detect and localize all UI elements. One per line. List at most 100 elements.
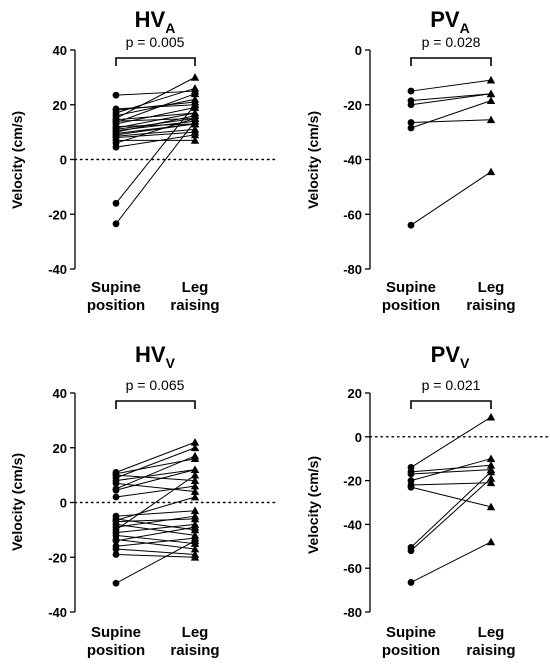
panel-pv-a: PVA Velocity (cm/s) p = 0.028 0 -20 -40 -60… bbox=[305, 7, 516, 314]
leg-raising-point bbox=[486, 537, 496, 546]
y-tick-label: 40 bbox=[53, 43, 67, 58]
leg-raising-point bbox=[486, 115, 496, 124]
pair-line bbox=[115, 523, 196, 534]
pair-line bbox=[115, 134, 196, 148]
pair-line bbox=[115, 117, 196, 144]
significance-bracket bbox=[410, 400, 492, 409]
x-category-leg: Leg raising bbox=[170, 279, 219, 314]
supine-point bbox=[112, 143, 120, 151]
y-tick-label: -20 bbox=[48, 550, 67, 565]
pair-line bbox=[115, 548, 196, 556]
panel-pv-v: PVV Velocity (cm/s) p = 0.021 20 0 -20 -40 -… bbox=[305, 342, 550, 659]
pair-line bbox=[115, 123, 196, 128]
pair-line bbox=[410, 416, 492, 468]
p-value-label: p = 0.065 bbox=[126, 377, 185, 393]
p-value-label: p = 0.028 bbox=[422, 34, 481, 50]
supine-point bbox=[407, 579, 415, 586]
y-tick-label: -40 bbox=[343, 517, 362, 532]
y-tick-label: -80 bbox=[343, 262, 362, 277]
leg-raising-point bbox=[190, 443, 200, 452]
x-category-supine: Supine position bbox=[382, 279, 440, 314]
leg-raising-point bbox=[190, 536, 200, 545]
pair-line bbox=[410, 471, 492, 548]
supine-point bbox=[112, 545, 120, 553]
pair-line bbox=[115, 474, 196, 531]
pair-line bbox=[410, 486, 492, 508]
pair-line bbox=[115, 554, 196, 558]
x-category-supine: Supine position bbox=[87, 624, 145, 659]
supine-point bbox=[112, 220, 120, 228]
supine-point bbox=[112, 91, 120, 99]
pair-line bbox=[115, 441, 196, 473]
leg-raising-point bbox=[486, 167, 496, 176]
y-axis-label: Velocity (cm/s) bbox=[9, 453, 25, 551]
supine-point bbox=[407, 483, 415, 491]
leg-raising-point bbox=[190, 553, 200, 561]
leg-raising-point bbox=[190, 95, 200, 103]
y-tick-label: -60 bbox=[343, 561, 362, 576]
supine-point bbox=[112, 479, 120, 487]
x-category-supine: Supine position bbox=[87, 279, 145, 314]
pair-line bbox=[115, 455, 196, 490]
leg-raising-point bbox=[486, 467, 496, 476]
supine-point bbox=[112, 551, 120, 558]
leg-raising-point bbox=[486, 474, 496, 482]
leg-raising-point bbox=[486, 502, 496, 511]
x-category-leg: Leg raising bbox=[170, 624, 219, 659]
pair-line bbox=[115, 123, 196, 136]
leg-raising-point bbox=[190, 451, 200, 460]
leg-raising-point bbox=[190, 470, 200, 479]
supine-point bbox=[112, 537, 120, 545]
y-tick-label: -60 bbox=[343, 207, 362, 222]
leg-raising-point bbox=[190, 73, 200, 81]
pair-line bbox=[115, 104, 196, 204]
leg-raising-point bbox=[486, 461, 496, 469]
pair-line bbox=[410, 464, 492, 473]
y-axis-label: Velocity (cm/s) bbox=[305, 456, 321, 554]
leg-raising-point bbox=[190, 492, 200, 501]
pair-line bbox=[115, 112, 196, 129]
leg-raising-point bbox=[486, 89, 496, 98]
y-tick-label: 0 bbox=[60, 153, 67, 168]
y-tick-label: -20 bbox=[343, 474, 362, 489]
leg-raising-point bbox=[190, 84, 200, 92]
pair-line bbox=[115, 90, 196, 96]
leg-raising-point bbox=[190, 481, 200, 490]
pair-line bbox=[115, 131, 196, 139]
pair-line bbox=[115, 540, 196, 584]
pair-line bbox=[115, 534, 196, 545]
pair-line bbox=[410, 541, 492, 583]
supine-point bbox=[407, 221, 415, 229]
panel-title: HVV bbox=[135, 342, 176, 371]
pair-line bbox=[115, 474, 196, 482]
y-tick-label: 0 bbox=[355, 430, 362, 445]
pair-line bbox=[115, 482, 196, 493]
leg-raising-point bbox=[190, 511, 200, 520]
leg-raising-point bbox=[486, 75, 496, 84]
leg-raising-point bbox=[190, 89, 200, 98]
y-tick-label: 40 bbox=[53, 386, 67, 401]
pair-line bbox=[410, 93, 492, 102]
leg-raising-point bbox=[190, 438, 200, 446]
pair-line bbox=[410, 100, 492, 129]
supine-point bbox=[112, 579, 120, 587]
y-tick-label: -20 bbox=[48, 207, 67, 222]
leg-raising-point bbox=[486, 454, 496, 463]
leg-raising-point bbox=[190, 130, 200, 139]
p-value-label: p = 0.005 bbox=[126, 34, 185, 50]
pair-line bbox=[115, 526, 196, 542]
leg-raising-point bbox=[486, 96, 496, 105]
y-tick-label: 20 bbox=[53, 98, 67, 113]
pair-line bbox=[410, 119, 492, 124]
y-tick-label: 0 bbox=[60, 496, 67, 511]
pair-line bbox=[115, 485, 196, 498]
y-tick-label: 20 bbox=[348, 386, 362, 401]
leg-raising-point bbox=[190, 465, 200, 474]
pair-line bbox=[410, 478, 492, 552]
pair-line bbox=[410, 458, 492, 482]
supine-point bbox=[112, 493, 120, 501]
leg-raising-point bbox=[190, 136, 200, 144]
pair-line bbox=[410, 171, 492, 226]
panel-title: PVA bbox=[430, 7, 469, 36]
y-tick-label: -80 bbox=[343, 605, 362, 620]
